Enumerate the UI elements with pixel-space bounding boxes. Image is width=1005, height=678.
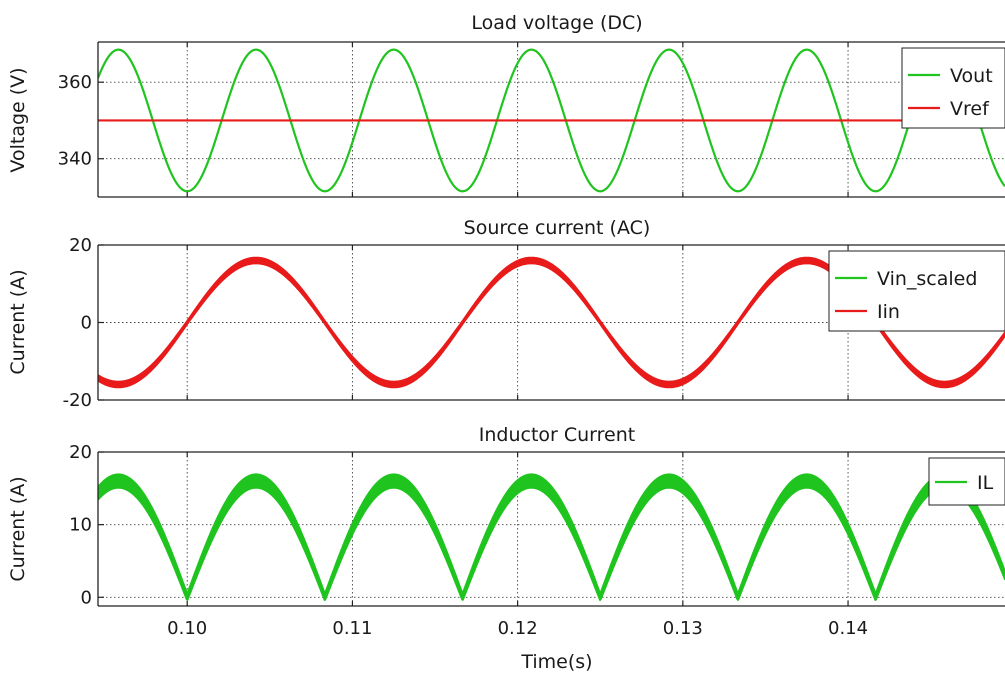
x-tick-label: 0.12 <box>498 618 538 639</box>
legend: Vin_scaled Iin <box>828 250 1005 332</box>
y-axis-label: Current (A) <box>7 476 29 581</box>
legend-label-iin: Iin <box>877 301 900 323</box>
x-tick-label: 0.11 <box>332 618 372 639</box>
legend: IL <box>928 457 1005 506</box>
legend-label-il: IL <box>977 472 994 494</box>
y-tick-label: 0 <box>81 313 92 334</box>
legend-label-vout: Vout <box>950 65 993 87</box>
panel-title: Source current (AC) <box>464 217 651 239</box>
y-tick-label: 10 <box>69 515 92 536</box>
y-tick-label: 20 <box>69 235 92 256</box>
x-axis-label: Time(s) <box>520 651 592 673</box>
legend-box <box>828 250 1005 332</box>
legend: Vout Vref <box>901 47 1005 129</box>
series-vout-line <box>98 48 1005 193</box>
y-tick-label: -20 <box>63 390 92 411</box>
tick-marks: -20 0 20 <box>63 235 849 411</box>
inductor-current-panel: 0.10 0.11 0.12 0.13 0.14 0 10 20 Inductor Curre… <box>7 424 1005 639</box>
y-tick-label: 340 <box>58 149 92 170</box>
y-axis-label: Current (A) <box>7 269 29 374</box>
y-tick-label: 20 <box>69 442 92 463</box>
legend-label-vin-scaled: Vin_scaled <box>877 268 977 290</box>
x-tick-label: 0.13 <box>663 618 703 639</box>
series-layer <box>98 473 1005 601</box>
series-iin-band <box>98 256 1005 389</box>
y-axis-label: Voltage (V) <box>7 67 29 172</box>
legend-box <box>901 47 1005 129</box>
tick-marks: 0.10 0.11 0.12 0.13 0.14 0 10 20 <box>69 442 868 639</box>
legend-label-vref: Vref <box>950 98 990 120</box>
y-tick-label: 360 <box>58 72 92 93</box>
panel-title: Inductor Current <box>479 424 635 446</box>
series-layer <box>98 48 1005 193</box>
y-tick-label: 0 <box>81 587 92 608</box>
source-current-panel: -20 0 20 Source current (AC) Current (A) V… <box>7 217 1005 411</box>
tick-marks: 340 360 <box>58 42 849 197</box>
voltage-panel: 340 360 Load voltage (DC) Voltage (V) Vou… <box>7 12 1005 198</box>
series-il-band <box>98 473 1005 601</box>
x-tick-label: 0.10 <box>167 618 207 639</box>
panel-title: Load voltage (DC) <box>471 12 642 34</box>
x-tick-label: 0.14 <box>828 618 868 639</box>
